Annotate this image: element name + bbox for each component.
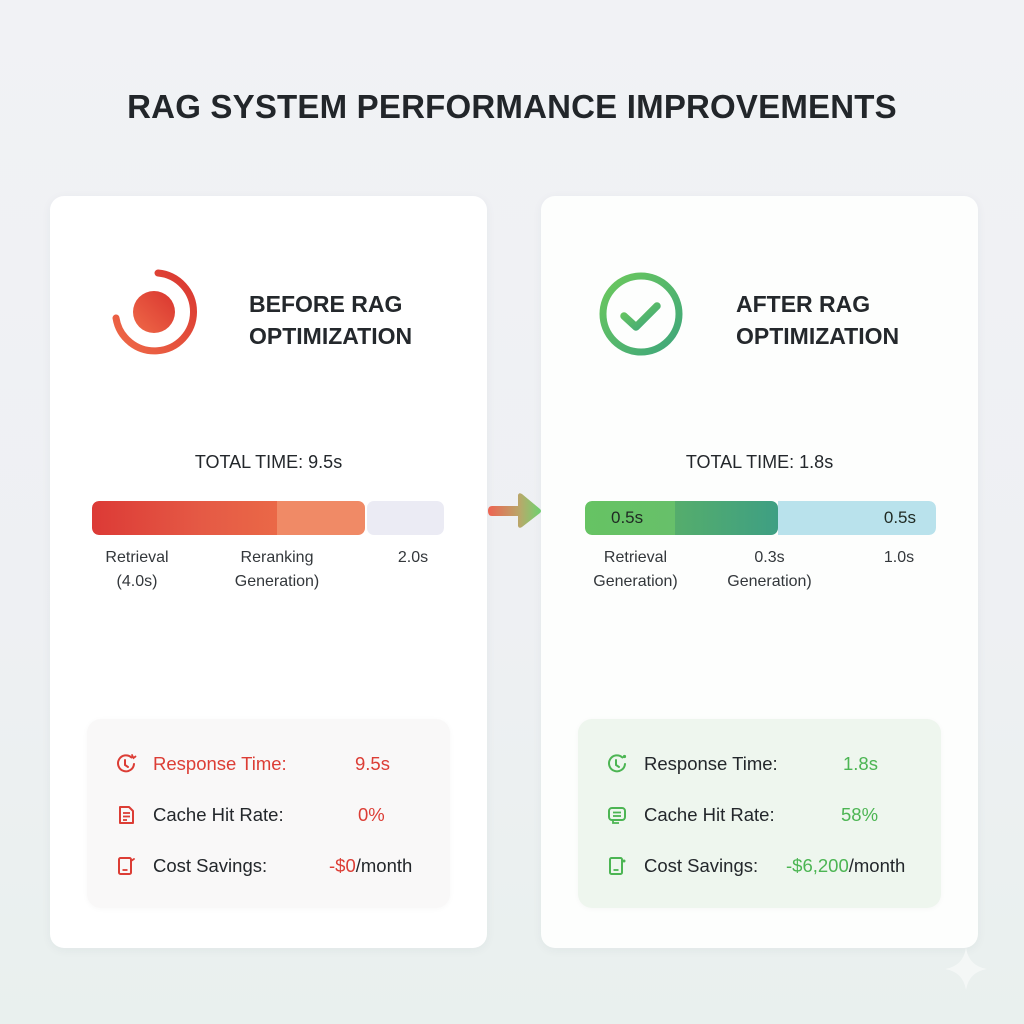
- metric-response-time: Response Time: 9.5s: [87, 749, 450, 779]
- cache-document-icon: [119, 806, 134, 824]
- metric-label: Response Time:: [644, 753, 778, 774]
- label-line: Generation): [727, 573, 812, 590]
- after-label-reranking: 0.3s Generation): [717, 546, 822, 594]
- value-number: 9.5s: [355, 753, 390, 774]
- after-bar-reranking: [675, 501, 778, 535]
- timer-icon: [608, 754, 627, 773]
- before-heading-line2: OPTIMIZATION: [249, 323, 413, 349]
- label-line: Generation): [593, 573, 678, 590]
- metric-label: Cache Hit Rate:: [153, 804, 284, 825]
- check-circle-icon: [599, 272, 683, 356]
- before-bar-generation: [367, 501, 444, 535]
- value-number: -$0: [329, 855, 356, 876]
- bar-value-label: 0.5s: [883, 508, 916, 527]
- before-bar-reranking: [277, 501, 365, 535]
- metric-value: 58%: [841, 804, 878, 826]
- label-line: (4.0s): [116, 573, 158, 590]
- after-total-time: TOTAL TIME: 1.8s: [685, 452, 834, 472]
- before-label-retrieval: Retrieval (4.0s): [92, 546, 182, 594]
- value-number: 0%: [358, 804, 385, 825]
- sparkle-icon: [945, 948, 987, 990]
- label-line: Generation): [234, 573, 320, 590]
- page-title: RAG SYSTEM PERFORMANCE IMPROVEMENTS: [127, 88, 897, 125]
- label-line: 2.0s: [397, 549, 429, 566]
- metric-cost-savings: Cost Savings: -$0/month: [87, 851, 450, 881]
- after-bar-labels: Retrieval Generation) 0.3s Generation) 1…: [541, 546, 978, 606]
- metric-value: 9.5s: [355, 753, 390, 775]
- cost-document-icon: [118, 857, 135, 875]
- label-line: Retrieval: [603, 549, 668, 566]
- before-label-reranking: Reranking Generation): [222, 546, 332, 594]
- label-line: Reranking: [240, 549, 314, 566]
- label-line: Retrieval: [105, 549, 169, 566]
- cache-document-icon: [608, 807, 626, 824]
- transition-arrow-icon: [488, 493, 541, 528]
- after-bar-retrieval: 0.5s: [585, 501, 675, 535]
- after-card: AFTER RAG OPTIMIZATION TOTAL TIME: 1.8s …: [541, 196, 978, 948]
- label-line: 1.0s: [883, 549, 915, 566]
- before-label-generation: 2.0s: [385, 546, 441, 570]
- after-heading-line1: AFTER RAG: [736, 291, 871, 317]
- before-time-bar: [92, 501, 444, 535]
- before-metrics-panel: Response Time: 9.5s Cache Hit Rate: 0% C…: [87, 719, 450, 908]
- metric-cache-hit-rate: Cache Hit Rate: 58%: [578, 800, 941, 830]
- value-unit: /month: [848, 855, 906, 876]
- before-card: BEFORE RAG OPTIMIZATION TOTAL TIME: 9.5s…: [50, 196, 487, 948]
- before-bar-labels: Retrieval (4.0s) Reranking Generation) 2…: [50, 546, 487, 606]
- after-bar-generation: 0.5s: [778, 501, 936, 535]
- metric-cost-savings: Cost Savings: -$6,200/month: [578, 851, 941, 881]
- after-label-generation: 1.0s: [871, 546, 927, 570]
- before-heading-line1: BEFORE RAG: [249, 291, 403, 317]
- metric-response-time: Response Time: 1.8s: [578, 749, 941, 779]
- value-unit: /month: [355, 855, 413, 876]
- after-label-retrieval: Retrieval Generation): [583, 546, 688, 594]
- timer-icon: [117, 754, 137, 773]
- before-bar-retrieval: [92, 501, 277, 535]
- after-time-bar: 0.5s 0.5s: [585, 501, 936, 535]
- alert-circle-icon: [112, 269, 197, 355]
- metric-value: -$0/month: [329, 855, 412, 877]
- label-line: 0.3s: [754, 549, 785, 566]
- after-heading: AFTER RAG OPTIMIZATION: [736, 288, 899, 352]
- value-number: 58%: [841, 804, 879, 825]
- metric-value: 0%: [358, 804, 385, 826]
- metric-cache-hit-rate: Cache Hit Rate: 0%: [87, 800, 450, 830]
- value-number: 1.8s: [843, 753, 878, 774]
- metric-label: Cost Savings:: [153, 855, 268, 876]
- before-heading: BEFORE RAG OPTIMIZATION: [249, 288, 412, 352]
- metric-label: Cost Savings:: [644, 855, 759, 876]
- metric-value: -$6,200/month: [786, 855, 905, 877]
- bar-value-label: 0.5s: [611, 508, 644, 527]
- metric-label: Cache Hit Rate:: [644, 804, 775, 825]
- cost-document-icon: [609, 857, 626, 875]
- metric-value: 1.8s: [843, 753, 878, 775]
- after-metrics-panel: Response Time: 1.8s Cache Hit Rate: 58% …: [578, 719, 941, 908]
- after-heading-line2: OPTIMIZATION: [736, 323, 900, 349]
- value-number: -$6,200: [786, 855, 849, 876]
- before-total-time: TOTAL TIME: 9.5s: [194, 452, 343, 472]
- metric-label: Response Time:: [153, 753, 287, 774]
